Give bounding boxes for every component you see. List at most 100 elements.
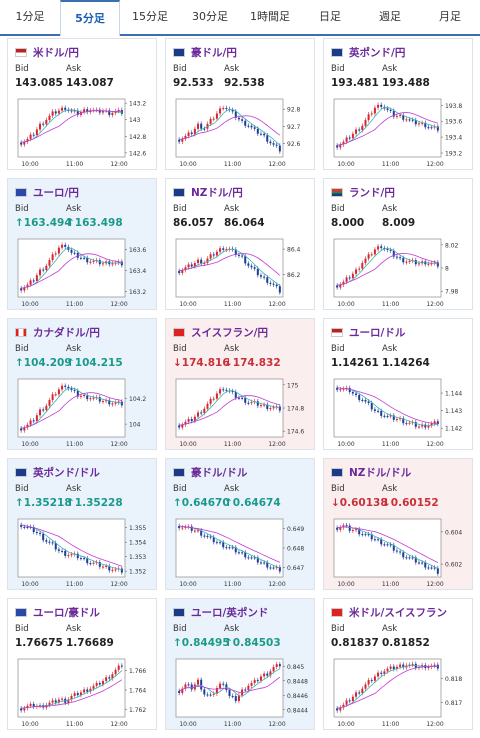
candle-body <box>351 391 354 394</box>
candle-body <box>269 141 272 144</box>
currency-card[interactable]: ユーロ/英ポンド Bid Ask ↑0.84495 ↑0.84503 0.845 0.844… <box>165 598 315 730</box>
x-tick-label: 11:00 <box>66 441 83 448</box>
candle-body <box>212 118 215 120</box>
candle-body <box>241 119 244 121</box>
candle-body <box>79 692 82 696</box>
candle-body <box>373 107 376 114</box>
candle-body <box>433 126 436 128</box>
currency-card[interactable]: 豪ドル/円 Bid Ask 92.533 92.538 92.8 92.7 92.6 10:00… <box>165 38 315 170</box>
currency-card[interactable]: 英ポンド/ドル Bid Ask ↑1.35218 ↑1.35228 1.355 1.354 1… <box>7 458 157 590</box>
candle-body <box>386 668 389 672</box>
candle-body <box>190 132 193 135</box>
currency-card[interactable]: NZドル/ドル Bid Ask ↓0.60138 ↓0.60152 0.604 0.602 1… <box>323 458 473 590</box>
currency-card[interactable]: ランド/円 Bid Ask 8.000 8.009 8.02 8 7.98 10:00 11:00… <box>323 178 473 310</box>
tab-2[interactable]: 15分足 <box>132 10 168 23</box>
tab-active-1[interactable]: 5分足 <box>60 0 120 36</box>
currency-card[interactable]: 米ドル/円 Bid Ask 143.085 143.087 143.2 143 142.8 14… <box>7 38 157 170</box>
pair-title[interactable]: 豪ドル/ドル <box>173 465 247 479</box>
tab-5[interactable]: 日足 <box>319 10 341 23</box>
candle-body <box>364 399 367 402</box>
candle-body <box>111 263 114 265</box>
pair-title[interactable]: 豪ドル/円 <box>173 45 237 59</box>
currency-card[interactable]: ユーロ/豪ドル Bid Ask 1.76675 1.76689 1.766 1.764 1.7… <box>7 598 157 730</box>
candle-body <box>263 404 266 406</box>
ask-label: Ask <box>66 484 82 494</box>
candle-body <box>244 397 247 403</box>
candle-body <box>178 690 181 693</box>
candle-body <box>51 254 54 261</box>
pair-title[interactable]: ユーロ/豪ドル <box>15 605 100 619</box>
ma-long-line <box>21 110 122 143</box>
pair-title[interactable]: スイスフラン/円 <box>173 325 268 339</box>
ma-short-line <box>179 390 280 426</box>
ma-short-line <box>337 387 438 427</box>
currency-card[interactable]: 英ポンド/円 Bid Ask 193.481 193.488 193.8 193.6 193.… <box>323 38 473 170</box>
candle-body <box>361 688 364 693</box>
candle-body <box>206 535 209 537</box>
pair-title[interactable]: 米ドル/スイスフラン <box>331 605 447 619</box>
candle-body <box>86 689 89 692</box>
candle-body <box>389 544 392 546</box>
tab-7[interactable]: 月足 <box>439 10 461 23</box>
candle-body <box>114 402 117 404</box>
ask-label: Ask <box>224 624 240 634</box>
ask-value: 193.488 <box>382 77 430 89</box>
candle-body <box>105 400 108 402</box>
ma-long-line <box>178 676 281 694</box>
candle-body <box>342 704 345 708</box>
ask-value: 8.009 <box>382 217 416 229</box>
candle-body <box>370 680 373 682</box>
candle-body <box>197 530 200 532</box>
tab-4[interactable]: 1時間足 <box>250 10 290 23</box>
currency-card[interactable]: ユーロ/ドル Bid Ask 1.14261 1.14264 1.144 1.143 1.14… <box>323 318 473 450</box>
candle-body <box>234 249 237 255</box>
pair-title[interactable]: 英ポンド/円 <box>331 45 405 59</box>
candle-body <box>73 389 76 391</box>
bid-label: Bid <box>15 64 29 74</box>
pair-title[interactable]: NZドル/ドル <box>331 465 411 479</box>
pair-title[interactable]: ユーロ/円 <box>15 185 79 199</box>
tab-3[interactable]: 30分足 <box>192 10 228 23</box>
pair-title[interactable]: 英ポンド/ドル <box>15 465 100 479</box>
x-tick-label: 12:00 <box>268 581 285 588</box>
candle-body <box>76 252 79 258</box>
pair-title[interactable]: 米ドル/円 <box>15 45 79 59</box>
currency-card[interactable]: 米ドル/スイスフラン Bid Ask 0.81837 0.81852 0.818 0.817… <box>323 598 473 730</box>
candle-body <box>417 263 420 265</box>
currency-card[interactable]: 豪ドル/ドル Bid Ask ↑0.64670 ↑0.64674 0.649 0.648 0.… <box>165 458 315 590</box>
currency-card[interactable]: NZドル/円 Bid Ask 86.057 86.064 86.4 86.2 10:00 11:… <box>165 178 315 310</box>
candle-body <box>358 529 361 535</box>
candle-body <box>395 419 398 421</box>
candle-body <box>54 253 57 255</box>
candle-body <box>64 385 67 387</box>
bid-label: Bid <box>15 484 29 494</box>
x-tick-label: 11:00 <box>224 581 241 588</box>
pair-title[interactable]: NZドル/円 <box>173 185 243 199</box>
candle-body <box>209 398 212 404</box>
currency-card[interactable]: スイスフラン/円 Bid Ask ↓174.816 ↓174.832 175 174.8 17… <box>165 318 315 450</box>
candle-body <box>253 127 256 129</box>
candle-body <box>256 401 259 406</box>
tab-6[interactable]: 週足 <box>379 10 401 23</box>
candle-body <box>383 544 386 546</box>
candle-body <box>405 119 408 121</box>
candle-body <box>358 129 361 131</box>
pair-title[interactable]: カナダドル/円 <box>15 325 100 339</box>
candle-body <box>20 428 23 431</box>
candle-body <box>212 254 215 256</box>
y-tick-label: 1.762 <box>129 707 146 714</box>
candle-body <box>266 673 269 676</box>
tab-0[interactable]: 1分足 <box>15 10 45 23</box>
y-tick-label: 1.354 <box>129 540 146 547</box>
price-chart: 1.766 1.764 1.762 10:00 11:00 12:00 <box>17 658 146 728</box>
candle-body <box>405 261 408 263</box>
currency-card[interactable]: ユーロ/円 Bid Ask ↑163.494 ↑163.498 163.6 163.4 163… <box>7 178 157 310</box>
pair-title[interactable]: ユーロ/ドル <box>331 325 405 339</box>
candle-body <box>345 387 348 389</box>
candle-body <box>373 249 376 255</box>
pair-title[interactable]: ランド/円 <box>331 185 395 199</box>
cad-flag-icon <box>15 328 27 337</box>
currency-card[interactable]: カナダドル/円 Bid Ask ↑104.209 ↑104.215 104.2 104 10:… <box>7 318 157 450</box>
pair-title[interactable]: ユーロ/英ポンド <box>173 605 268 619</box>
ma-short-line <box>21 247 122 289</box>
